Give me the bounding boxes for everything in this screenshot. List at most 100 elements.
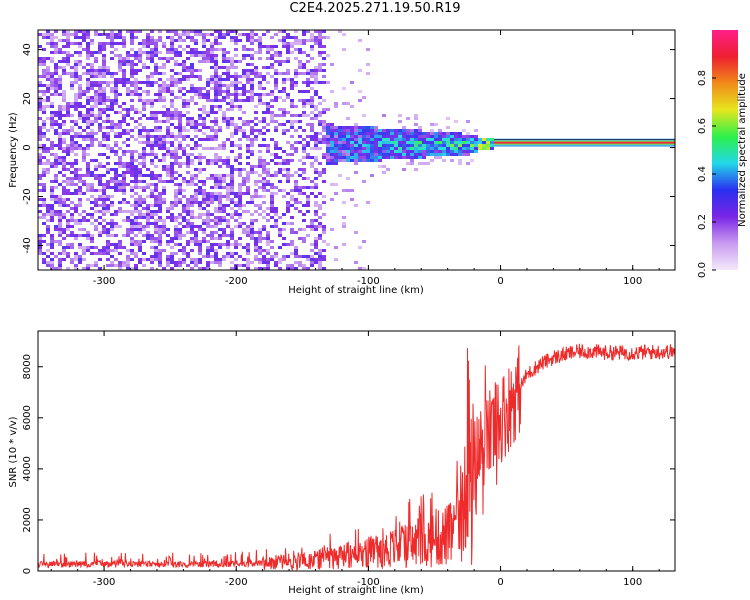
spectrogram-cell [38, 162, 42, 165]
spectrogram-cell [38, 102, 42, 105]
spectrogram-cell [222, 207, 226, 210]
spectrogram-cell [358, 132, 362, 135]
spectrogram-cell [314, 177, 318, 180]
spectrogram-cell [194, 51, 198, 54]
spectrogram-cell [178, 78, 182, 81]
spectrogram-cell [50, 93, 54, 96]
spectrogram-cell [50, 84, 54, 87]
spectrogram-cell [126, 129, 130, 132]
spectrogram-cell [138, 123, 142, 126]
spectrogram-cell [114, 246, 118, 249]
spectrogram-cell [206, 147, 210, 150]
spectrogram-cell [166, 243, 170, 246]
spectrogram-cell [38, 33, 42, 36]
spectrogram-cell [138, 186, 142, 189]
spectrogram-cell [178, 96, 182, 99]
spectrogram-cell [306, 135, 310, 138]
spectrogram-cell [262, 210, 266, 213]
spectrogram-cell [318, 222, 322, 225]
spectrogram-cell [286, 159, 290, 162]
spectrogram-cell [206, 198, 210, 201]
spectrogram-cell [182, 48, 186, 51]
spectrogram-cell [198, 243, 202, 246]
spectrogram-cell [78, 189, 82, 192]
spectrogram-cell [114, 87, 118, 90]
spectrogram-cell [214, 30, 218, 33]
spectrogram-cell [78, 117, 82, 120]
spectrogram-cell [42, 156, 46, 159]
spectrogram-cell [50, 189, 54, 192]
spectrogram-cell [230, 243, 234, 246]
spectrogram-cell [302, 162, 306, 165]
spectrogram-cell [106, 264, 110, 267]
spectrogram-cell [218, 42, 222, 45]
spectrogram-cell [214, 48, 218, 51]
spectrogram-cell [118, 105, 122, 108]
spectrogram-cell [238, 189, 242, 192]
spectrogram-cell [450, 135, 454, 138]
spectrogram-cell [202, 45, 206, 48]
spectrogram-cell [154, 72, 158, 75]
spectrogram-cell [294, 186, 298, 189]
spectrogram-cell [62, 51, 66, 54]
spectrogram-cell [42, 93, 46, 96]
spectrogram-cell [250, 195, 254, 198]
spectrogram-cell [198, 228, 202, 231]
spectrogram-cell [334, 162, 338, 165]
spectrogram-cell [50, 51, 54, 54]
spectrogram-cell [214, 207, 218, 210]
spectrogram-cell [374, 150, 378, 153]
spectrogram-cell [142, 90, 146, 93]
spectrogram-cell [266, 123, 270, 126]
spectrogram-cell [422, 156, 426, 159]
spectrogram-cell [46, 57, 50, 60]
spectrogram-cell [150, 129, 154, 132]
spectrogram-cell [102, 231, 106, 234]
spectrogram-cell [90, 237, 94, 240]
spectrogram-cell [342, 129, 346, 132]
spectrogram-cell [170, 252, 174, 255]
spectrogram-cell [190, 225, 194, 228]
spectrogram-cell [238, 264, 242, 267]
spectrogram-cell [258, 87, 262, 90]
spectrogram-cell [206, 267, 210, 270]
spectrogram-cell [278, 63, 282, 66]
spectrogram-cell [110, 204, 114, 207]
spectrogram-cell [122, 171, 126, 174]
spectrogram-cell [206, 84, 210, 87]
spectrogram-cell [130, 210, 134, 213]
spectrogram-cell [42, 171, 46, 174]
spectrogram-x-ticks: -300 -200 -100 0 100 [50, 30, 660, 287]
spectrogram-cell [78, 243, 82, 246]
spectrogram-cell [178, 258, 182, 261]
spectrogram-cell [94, 120, 98, 123]
spectrogram-cell [382, 150, 386, 153]
spectrogram-cell [274, 186, 278, 189]
spectrogram-cell [174, 183, 178, 186]
spectrogram-cell [230, 108, 234, 111]
spectrogram-cell [326, 132, 330, 135]
spectrogram-x-tick-label: 100 [623, 276, 642, 287]
spectrogram-cell [70, 165, 74, 168]
spectrogram-cell [74, 30, 78, 33]
spectrogram-cell [106, 117, 110, 120]
spectrogram-cell [266, 174, 270, 177]
spectrogram-cell [146, 129, 150, 132]
carrier-line [493, 141, 675, 144]
spectrogram-cell [182, 234, 186, 237]
spectrogram-cell [418, 147, 422, 150]
spectrogram-cell [146, 102, 150, 105]
spectrogram-cell [290, 105, 294, 108]
spectrogram-cell [206, 252, 210, 255]
spectrogram-cell [82, 39, 86, 42]
spectrogram-cell [226, 90, 230, 93]
spectrogram-cell [54, 69, 58, 72]
spectrogram-cell [338, 129, 342, 132]
spectrogram-cell [166, 108, 170, 111]
spectrogram-cell [246, 147, 250, 150]
spectrogram-cell [78, 87, 82, 90]
spectrogram-cell [290, 198, 294, 201]
spectrogram-cell [110, 30, 114, 33]
spectrogram-cell [174, 159, 178, 162]
spectrogram-cell [226, 156, 230, 159]
